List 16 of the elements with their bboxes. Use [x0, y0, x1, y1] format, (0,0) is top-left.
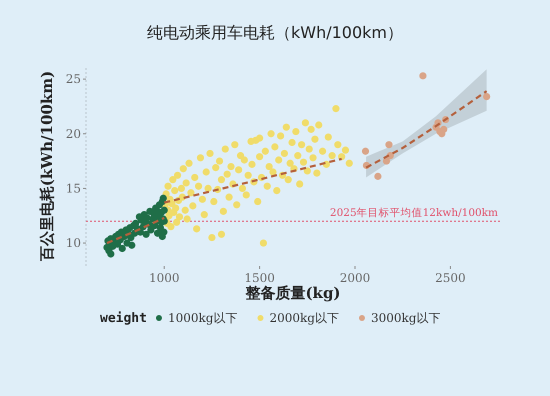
legend-label: 2000kg以下	[269, 311, 339, 325]
chart-title: 纯电动乘用车电耗（kWh/100km）	[146, 23, 404, 42]
legend-title: weight	[100, 311, 147, 326]
y-axis-title: 百公里电耗(kWh/100km)	[38, 70, 56, 262]
legend-label: 1000kg以下	[168, 311, 238, 325]
x-tick-label: 2500	[435, 271, 466, 285]
x-tick-label: 2000	[340, 271, 370, 285]
y-tick-label: 10	[66, 236, 81, 250]
y-tick-label: 20	[66, 126, 81, 141]
x-axis-title: 整备质量(kg)	[244, 284, 341, 302]
y-tick-label: 15	[66, 181, 81, 196]
x-tick-label: 1000	[148, 271, 180, 285]
y-tick-label: 25	[66, 72, 81, 86]
legend-label: 3000kg以下	[370, 311, 440, 325]
ref-line-label: 2025年目标平均值12kwh/100km	[330, 207, 498, 220]
x-tick-label: 1500	[244, 271, 275, 285]
